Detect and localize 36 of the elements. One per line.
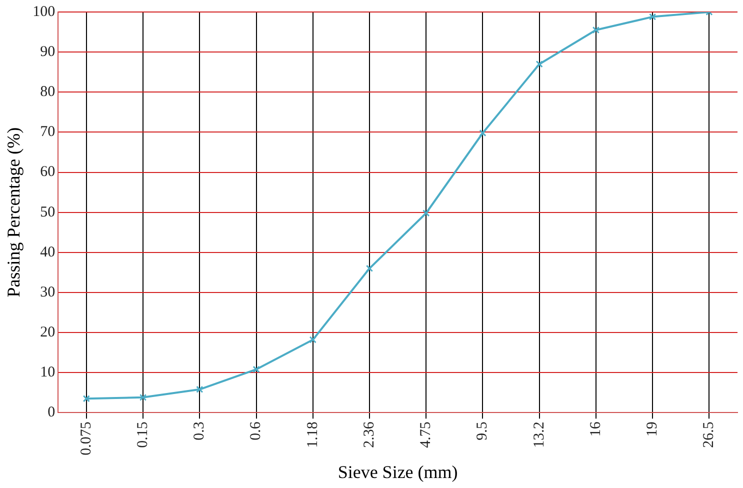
y-tick-label: 40 <box>40 244 56 260</box>
x-tick-label: 4.75 <box>418 422 434 448</box>
y-tick-label: 60 <box>40 164 56 180</box>
y-tick-label: 30 <box>40 284 56 300</box>
y-tick-label: 0 <box>48 404 56 421</box>
point <box>479 129 486 137</box>
y-tick-label: 100 <box>32 4 56 20</box>
point <box>196 386 204 393</box>
y-tick-label: 20 <box>40 324 56 340</box>
point <box>648 13 656 20</box>
point <box>82 395 90 402</box>
x-tick-label: 0.075 <box>78 422 94 456</box>
x-tick-label: 0.15 <box>134 422 151 448</box>
point <box>536 60 543 68</box>
x-tick-label: 26.5 <box>701 422 718 448</box>
x-tick-label: 0.6 <box>248 421 264 440</box>
x-axis-title: Sieve Size (mm) <box>338 462 458 482</box>
y-tick-label: 70 <box>40 124 56 140</box>
x-tick-label: 0.3 <box>192 422 208 440</box>
point <box>592 26 600 34</box>
y-tick-label: 90 <box>40 44 56 60</box>
y-tick-label: 80 <box>40 84 56 100</box>
y-tick-label: 50 <box>40 204 56 220</box>
y-tick-label: 10 <box>40 364 56 381</box>
x-tick-label: 2.36 <box>361 421 378 448</box>
y-axis-title: Passing Percentage (%) <box>4 127 24 298</box>
x-tick-label: 16 <box>588 421 604 437</box>
point <box>252 366 260 373</box>
x-tick-label: 1.18 <box>304 422 321 448</box>
point <box>309 336 316 344</box>
point <box>139 394 147 402</box>
x-tick-label: 13.2 <box>531 422 548 448</box>
point <box>366 264 374 272</box>
point <box>422 210 430 217</box>
x-tick-label: 19 <box>644 422 661 437</box>
x-tick-label: 9.5 <box>474 422 491 440</box>
